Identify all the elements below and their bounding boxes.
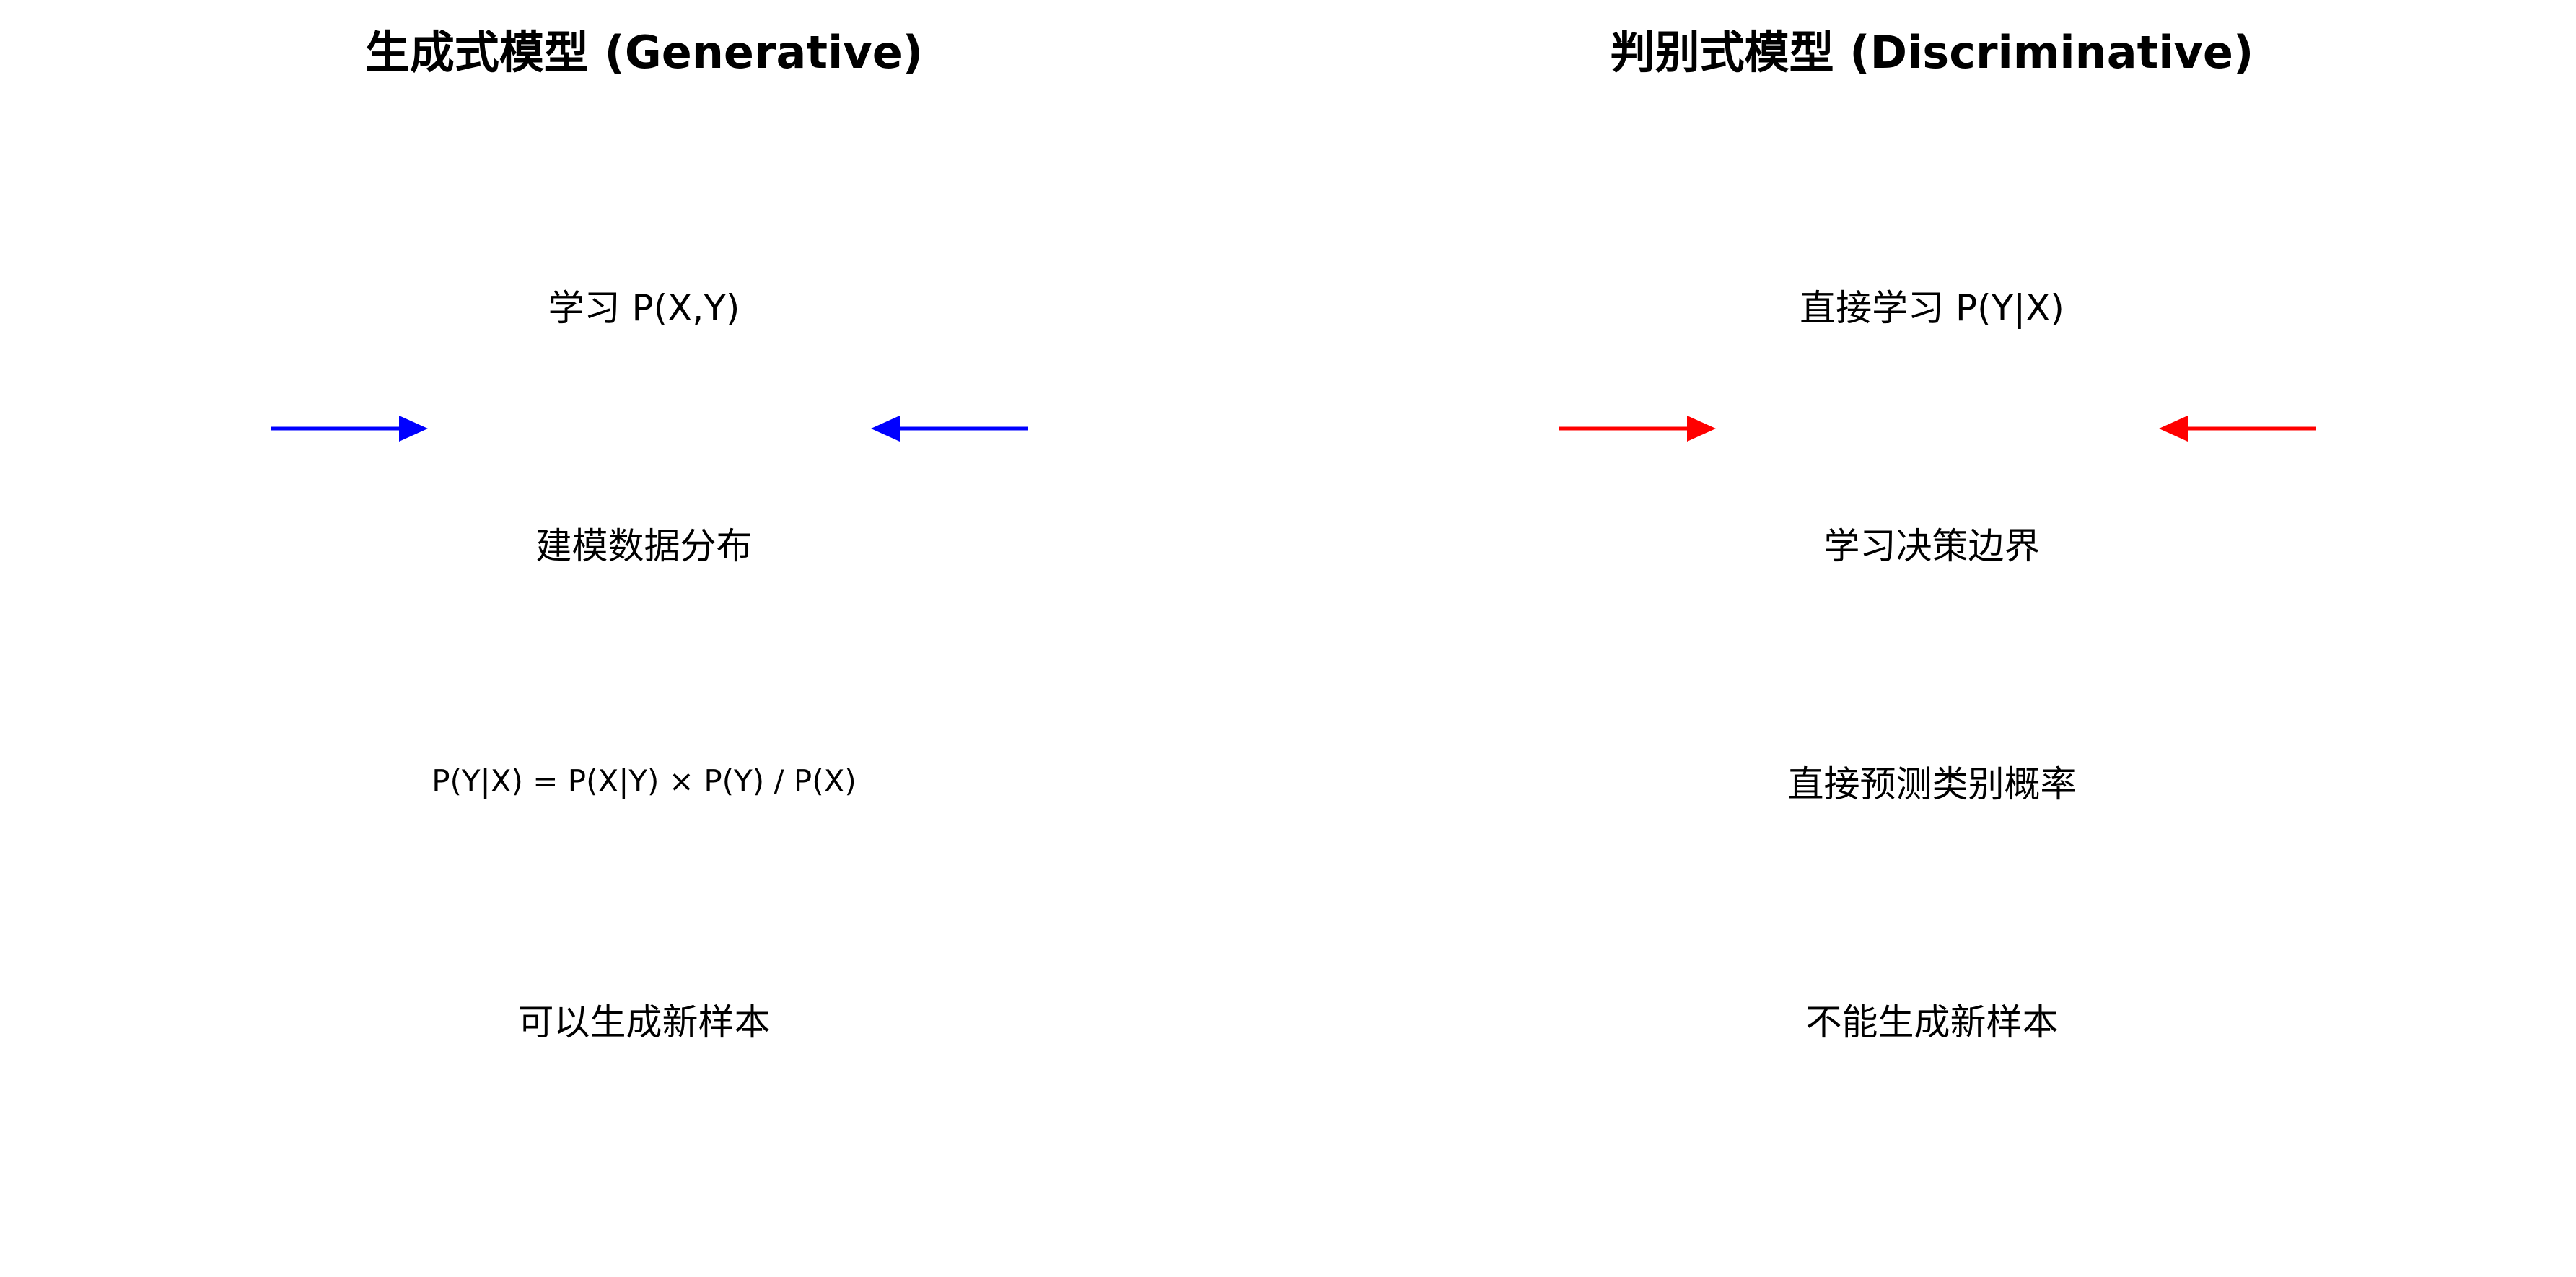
- discriminative-title: 判别式模型 (Discriminative): [1610, 26, 2254, 79]
- generative-arrow-right-icon: [271, 416, 428, 442]
- generative-panel: 生成式模型 (Generative) 学习 P(X,Y) 建模数据分布 P(Y|…: [271, 26, 1028, 1043]
- generative-step-1: 学习 P(X,Y): [548, 287, 740, 329]
- generative-step-3: P(Y|X) = P(X|Y) × P(Y) / P(X): [431, 763, 857, 799]
- discriminative-panel: 判别式模型 (Discriminative) 直接学习 P(Y|X) 学习决策边…: [1288, 0, 2576, 1277]
- arrow-head: [399, 416, 428, 442]
- arrow-head: [1687, 416, 1716, 442]
- generative-step-4: 可以生成新样本: [517, 1001, 771, 1043]
- discriminative-arrow-left-icon: [2159, 416, 2316, 442]
- generative-step-2: 建模数据分布: [535, 525, 753, 567]
- discriminative-step-3: 直接预测类别概率: [1787, 763, 2077, 805]
- discriminative-step-2: 学习决策边界: [1823, 525, 2041, 567]
- arrow-head: [871, 416, 900, 442]
- arrow-head: [2159, 416, 2188, 442]
- discriminative-step-4: 不能生成新样本: [1805, 1001, 2059, 1043]
- generative-title: 生成式模型 (Generative): [364, 26, 924, 79]
- generative-arrow-left-icon: [871, 416, 1028, 442]
- discriminative-step-1: 直接学习 P(Y|X): [1800, 287, 2064, 329]
- discriminative-arrow-right-icon: [1559, 416, 1716, 442]
